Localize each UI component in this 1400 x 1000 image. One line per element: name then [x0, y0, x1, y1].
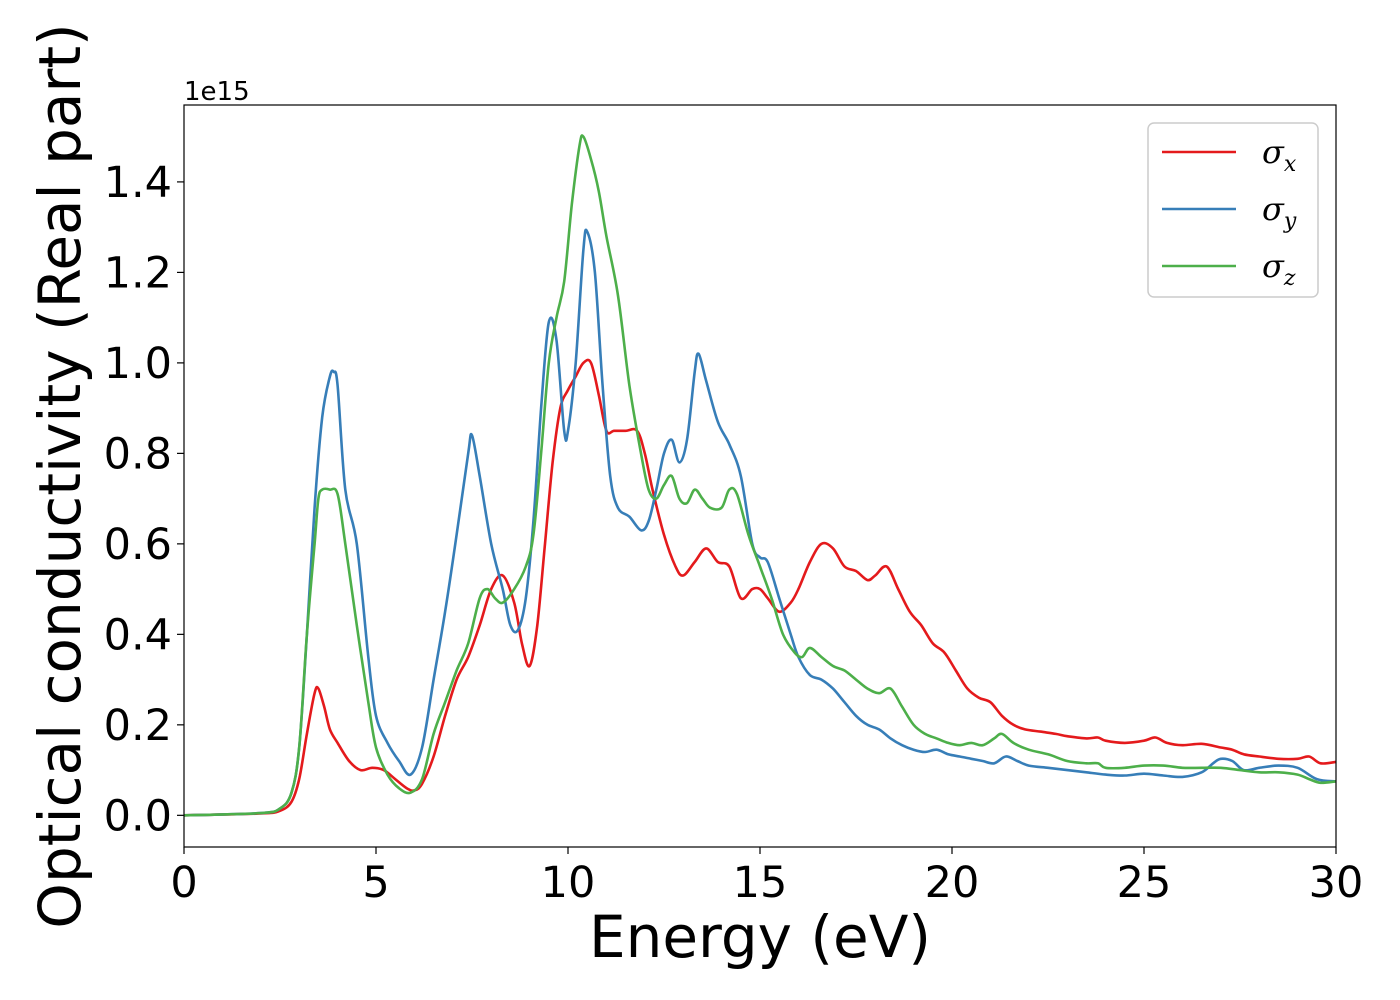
- y-tick-label: 0.8: [104, 429, 172, 479]
- series-line-y: [184, 228, 1336, 817]
- x-tick-label: 15: [733, 858, 788, 908]
- x-tick-label: 30: [1309, 858, 1364, 908]
- y-offset-text: 1e15: [184, 77, 250, 107]
- y-tick-label: 1.2: [104, 248, 172, 298]
- y-axis: 0.0 0.2 0.4 0.6 0.8 1.0 1.2 1.4: [104, 158, 184, 841]
- y-tick-label: 0.6: [104, 520, 172, 570]
- series-line-x: [184, 358, 1336, 817]
- x-tick-label: 10: [541, 858, 596, 908]
- y-axis-label: Optical conductivity (Real part): [26, 23, 94, 928]
- y-tick-label: 1.4: [104, 158, 172, 208]
- y-tick-label: 0.4: [104, 610, 172, 660]
- series-line-z: [184, 134, 1336, 817]
- x-axis: 0 5 10 15 20 25 30: [170, 847, 1363, 908]
- y-tick-label: 0.2: [104, 701, 172, 751]
- x-tick-label: 5: [362, 858, 389, 908]
- x-tick-label: 20: [925, 858, 980, 908]
- x-tick-label: 0: [170, 858, 197, 908]
- y-tick-label: 1.0: [104, 339, 172, 389]
- series-layer: [184, 134, 1336, 817]
- y-tick-label: 0.0: [104, 791, 172, 841]
- x-tick-label: 25: [1117, 858, 1172, 908]
- x-axis-label: Energy (eV): [589, 903, 931, 971]
